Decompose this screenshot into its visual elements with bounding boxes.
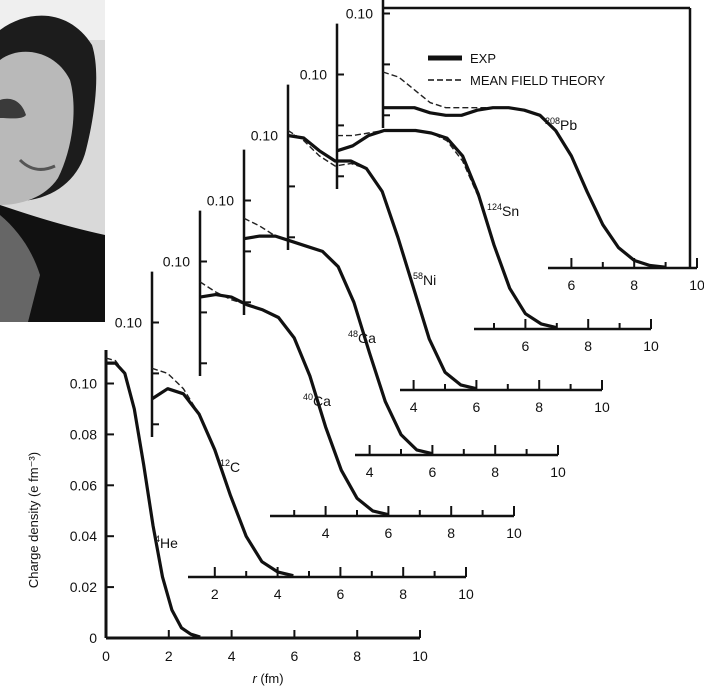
panel-y-tick-label: 0.10 xyxy=(346,6,373,22)
element-symbol: C xyxy=(230,459,240,475)
theory-curve-58Ni xyxy=(287,129,477,390)
panel-x-tick-label: 6 xyxy=(429,464,437,480)
element-symbol: Pb xyxy=(560,117,577,133)
panel-x-tick-label: 4 xyxy=(322,525,330,541)
panel-x-tick-label: 4 xyxy=(366,464,374,480)
exp-curve-124Sn xyxy=(336,128,558,330)
x-tick-label: 6 xyxy=(291,648,299,664)
mass-number: 124 xyxy=(487,202,502,212)
panel-x-tick-label: 6 xyxy=(568,277,576,293)
mass-number: 208 xyxy=(545,116,560,126)
element-symbol: Sn xyxy=(502,203,519,219)
x-tick-label: 10 xyxy=(412,648,428,664)
nucleus-label-4He: 4He xyxy=(155,534,178,551)
nucleus-label-40Ca: 40Ca xyxy=(303,392,331,409)
x-tick-label: 4 xyxy=(228,648,236,664)
y-axis-title: Charge density (e fm⁻³) xyxy=(26,452,41,588)
panel-208Pb: 0.10 6 8 10 208Pb xyxy=(346,0,704,293)
theory-curve-208Pb xyxy=(382,71,666,268)
panel-4He: 4He xyxy=(105,357,201,639)
y-tick-label: 0.02 xyxy=(70,579,97,595)
panel-58Ni: 0.10 4 6 8 10 58Ni xyxy=(251,84,610,415)
x-tick-label: 2 xyxy=(165,648,173,664)
exp-curve-48Ca xyxy=(243,234,433,456)
x-axis-ticks: 0 2 4 6 8 10 xyxy=(102,630,428,664)
panel-y-tick-label: 0.10 xyxy=(251,128,278,144)
panel-x-tick-label: 10 xyxy=(689,277,704,293)
panel-x-tick-label: 10 xyxy=(506,525,522,541)
panel-y-tick-label: 0.10 xyxy=(300,67,327,83)
panel-124Sn: 0.10 6 8 10 124Sn xyxy=(300,23,659,354)
mass-number: 12 xyxy=(220,458,230,468)
panel-x-tick-label: 6 xyxy=(473,399,481,415)
panel-x-tick-label: 8 xyxy=(447,525,455,541)
panel-x-tick-label: 8 xyxy=(535,399,543,415)
panel-x-tick-label: 6 xyxy=(385,525,393,541)
panel-x-tick-label: 2 xyxy=(211,586,219,602)
y-tick-label: 0 xyxy=(89,630,97,646)
panel-x-tick-label: 8 xyxy=(491,464,499,480)
element-symbol: He xyxy=(160,535,178,551)
panel-x-tick-label: 8 xyxy=(630,277,638,293)
x-tick-label: 8 xyxy=(353,648,361,664)
theory-curve-40Ca xyxy=(199,281,389,516)
x-axis-title-var: r xyxy=(252,671,257,686)
nucleus-label-208Pb: 208Pb xyxy=(545,116,577,133)
y-tick-label: 0.06 xyxy=(70,477,97,493)
exp-curve-208Pb xyxy=(383,106,666,269)
panel-x-tick-label: 10 xyxy=(643,338,659,354)
legend: EXP MEAN FIELD THEORY xyxy=(428,51,606,88)
exp-curve-40Ca xyxy=(199,293,389,517)
mass-number: 58 xyxy=(413,271,423,281)
portrait-photo xyxy=(0,0,105,322)
nucleus-label-58Ni: 58Ni xyxy=(413,271,436,288)
element-symbol: Ca xyxy=(313,393,331,409)
mass-number: 4 xyxy=(155,534,160,544)
x-axis-title-unit: (fm) xyxy=(257,671,284,686)
exp-curve-4He xyxy=(106,361,201,639)
panel-12C: 0.10 2 4 6 8 10 12C xyxy=(115,271,474,602)
element-symbol: Ca xyxy=(358,330,376,346)
panel-x-tick-label: 10 xyxy=(458,586,474,602)
panel-x-tick-label: 6 xyxy=(337,586,345,602)
panel-y-tick-label: 0.10 xyxy=(163,254,190,270)
panel-x-tick-label: 10 xyxy=(594,399,610,415)
panel-y-tick-label: 0.10 xyxy=(115,315,142,331)
exp-curve-58Ni xyxy=(287,133,477,391)
panel-x-tick-label: 4 xyxy=(410,399,418,415)
panel-x-tick-label: 6 xyxy=(522,338,530,354)
nucleus-label-48Ca: 48Ca xyxy=(348,329,376,346)
y-axis-ticks: 0 0.02 0.04 0.06 0.08 0.10 xyxy=(70,376,114,646)
x-axis-title: r (fm) xyxy=(252,671,283,686)
nucleus-label-12C: 12C xyxy=(220,458,240,475)
panel-x-tick-label: 10 xyxy=(550,464,566,480)
panel-x-tick-label: 8 xyxy=(584,338,592,354)
theory-curve-124Sn xyxy=(337,129,557,329)
y-tick-label: 0.04 xyxy=(70,528,97,544)
element-symbol: Ni xyxy=(423,272,436,288)
exp-curve-12C xyxy=(151,387,294,578)
mass-number: 48 xyxy=(348,329,358,339)
panel-x-tick-label: 4 xyxy=(274,586,282,602)
nucleus-label-124Sn: 124Sn xyxy=(487,202,519,219)
y-tick-label: 0.08 xyxy=(70,426,97,442)
legend-theory-label: MEAN FIELD THEORY xyxy=(470,73,606,88)
main-axes xyxy=(104,350,420,640)
legend-exp-label: EXP xyxy=(470,51,496,66)
panel-x-tick-label: 8 xyxy=(399,586,407,602)
x-tick-label: 0 xyxy=(102,648,110,664)
y-tick-label: 0.10 xyxy=(70,376,97,392)
mass-number: 40 xyxy=(303,392,313,402)
panel-y-tick-label: 0.10 xyxy=(207,193,234,209)
